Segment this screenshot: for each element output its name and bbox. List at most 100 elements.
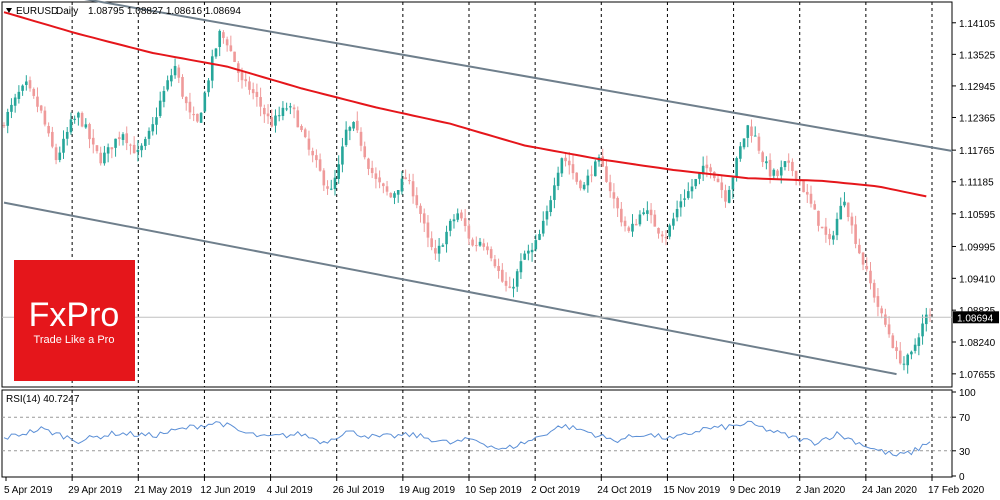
candle [147,127,151,145]
candle-body [333,177,337,190]
candle [858,238,861,255]
candle-body [750,126,753,136]
candle-body [337,164,340,179]
candle-body [846,202,850,217]
candle [329,179,333,191]
candle [84,118,88,129]
candle-body [248,81,251,90]
candle-body [694,179,698,187]
candle [21,84,24,96]
candle-body [426,222,430,238]
candle-body [776,170,779,176]
candle-body [181,77,184,97]
candle [452,214,456,229]
candle-body [393,193,396,198]
date-label: 21 May 2019 [134,485,192,496]
candle [567,151,571,175]
candle [251,82,255,100]
candle-body [869,270,872,284]
candle-body [895,347,898,351]
candle-body [541,220,545,234]
candle [408,173,411,185]
candle-body [865,266,869,270]
candle [828,228,831,246]
candle-body [51,131,54,147]
price-label: 1.07655 [959,370,996,381]
candle [277,106,281,122]
candle [910,350,913,360]
candle [359,127,363,152]
candle-body [329,188,333,190]
candle [746,124,750,148]
candle [820,226,824,229]
candle [363,141,367,160]
candle [95,145,99,154]
candle-body [355,120,359,131]
candle [575,172,579,185]
candle [519,253,523,279]
price-pane[interactable] [1,1,953,388]
candle [657,227,660,239]
candle [512,278,515,298]
current-price-marker: 1.08694 [953,311,999,324]
candle-body [501,269,504,282]
candle-body [575,172,579,182]
candle-body [739,146,742,159]
candle-body [129,144,132,146]
date-label: 24 Oct 2019 [597,485,652,496]
chart-header: EURUSD Daily 1.08795 1.08827 1.08616 1.0… [6,6,241,17]
candle-body [155,117,158,125]
candle [541,211,545,237]
candle [270,109,274,128]
candle-body [489,249,493,259]
candle [54,143,58,165]
candle-body [419,205,422,214]
candle [913,338,917,354]
candle-body [25,81,28,85]
candle-body [13,97,17,106]
candle-body [6,111,10,126]
candle [225,36,229,52]
candle [724,184,727,208]
candle-body [515,271,519,287]
candle [203,90,207,113]
candle [471,237,474,247]
candle [132,136,136,154]
candle-body [768,159,772,177]
candle-body [761,152,764,163]
current-price-box [953,311,999,324]
candle [869,262,872,290]
candle-body [817,210,820,226]
price-label: 1.11765 [959,146,995,157]
candle [515,268,519,292]
candle [36,87,39,113]
candle-body [147,130,151,139]
candle-body [623,220,627,227]
candle [850,212,854,234]
candle [742,138,746,150]
candle [389,192,393,199]
candle [80,111,84,128]
candle [274,109,277,133]
candle [701,156,705,182]
price-label: 1.14105 [959,19,996,30]
candle [620,201,623,227]
candle-body [110,147,114,150]
candle-body [679,201,683,208]
candle-body [928,314,932,316]
candle-body [251,89,255,94]
candle-body [437,245,441,254]
candle-body [173,65,177,76]
candle-body [32,88,36,96]
candle [378,170,381,189]
rsi-pane[interactable] [1,389,953,478]
candle [872,279,876,303]
candle-body [448,220,452,231]
candle-body [274,115,277,126]
collapse-triangle-icon[interactable] [6,8,12,13]
candle-body [292,107,296,110]
header-ohlc: 1.08795 1.08827 1.08616 1.08694 [88,6,241,17]
fxpro-logo-box [14,260,135,381]
candle-body [170,75,173,82]
candle [560,157,564,178]
